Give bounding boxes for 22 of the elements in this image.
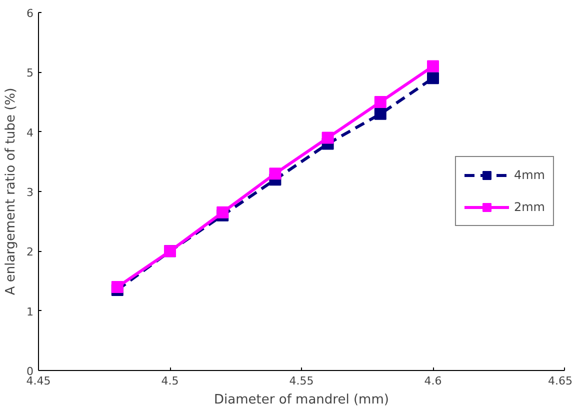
legend-label: 4mm <box>514 168 545 182</box>
point <box>216 206 229 218</box>
y-axis-title: A enlargement ratio of tube (%) <box>4 88 18 296</box>
x-tick-label: 4.5 <box>161 374 179 388</box>
y-tick-label: 1 <box>26 305 34 318</box>
point <box>427 72 439 84</box>
point <box>427 60 439 72</box>
x-axis-title: Diameter of mandrel (mm) <box>214 392 389 408</box>
point <box>322 132 334 144</box>
point <box>374 96 386 108</box>
y-tick-label: 5 <box>26 66 34 80</box>
x-tick-label: 4.55 <box>289 374 314 388</box>
y-tick-label: 4 <box>26 126 34 140</box>
x-tick-label: 4.65 <box>548 374 572 388</box>
y-tick-label: 3 <box>26 186 34 199</box>
point <box>111 280 124 293</box>
point <box>269 168 282 180</box>
x-tick-label: 4.6 <box>424 374 442 388</box>
point <box>374 108 386 120</box>
y-tick-label: 6 <box>26 7 34 20</box>
legend-label: 2mm <box>514 200 545 214</box>
y-tick-label: 2 <box>26 246 34 259</box>
